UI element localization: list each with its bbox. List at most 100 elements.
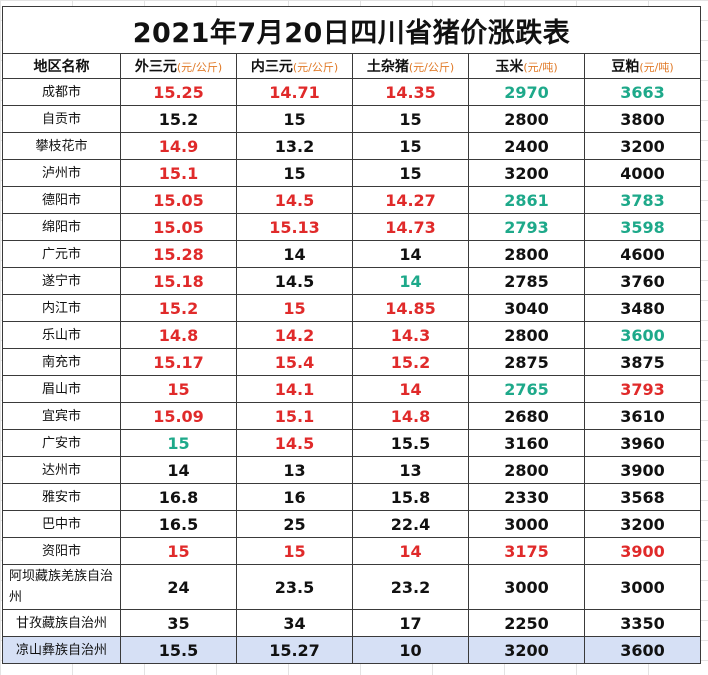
region-cell: 自贡市 bbox=[2, 105, 121, 133]
header-label: 地区名称 bbox=[33, 59, 90, 75]
soybean-meal-cell: 3000 bbox=[583, 564, 702, 610]
region-cell: 眉山市 bbox=[2, 375, 121, 403]
wai-san-yuan-cell: 14.9 bbox=[120, 132, 237, 160]
table-row: 宜宾市 15.09 15.1 14.8 2680 3610 bbox=[2, 402, 702, 430]
table-row: 绵阳市 15.05 15.13 14.73 2793 3598 bbox=[2, 213, 702, 241]
table-row: 乐山市 14.8 14.2 14.3 2800 3600 bbox=[2, 321, 702, 349]
header-label: 外三元 bbox=[134, 59, 177, 75]
soybean-meal-cell: 3600 bbox=[583, 636, 702, 664]
wai-san-yuan-cell: 15.05 bbox=[120, 213, 237, 241]
nei-san-yuan-cell: 14.2 bbox=[236, 321, 353, 349]
region-cell: 成都市 bbox=[2, 78, 121, 106]
nei-san-yuan-cell: 34 bbox=[236, 609, 353, 637]
tu-za-zhu-cell: 14.27 bbox=[352, 186, 469, 214]
region-cell: 遂宁市 bbox=[2, 267, 121, 295]
corn-cell: 2800 bbox=[468, 240, 585, 268]
soybean-meal-cell: 3875 bbox=[583, 348, 702, 376]
wai-san-yuan-cell: 16.8 bbox=[120, 483, 237, 511]
corn-cell: 3200 bbox=[468, 636, 585, 664]
soybean-meal-cell: 3760 bbox=[583, 267, 702, 295]
soybean-meal-cell: 3663 bbox=[583, 78, 702, 106]
soybean-meal-cell: 3568 bbox=[583, 483, 702, 511]
header-label: 土杂猪 bbox=[366, 59, 409, 75]
nei-san-yuan-cell: 14.5 bbox=[236, 186, 353, 214]
tu-za-zhu-cell: 14 bbox=[352, 375, 469, 403]
region-cell: 阿坝藏族羌族自治州 bbox=[2, 564, 121, 610]
wai-san-yuan-cell: 15.09 bbox=[120, 402, 237, 430]
corn-cell: 2861 bbox=[468, 186, 585, 214]
corn-cell: 3000 bbox=[468, 564, 585, 610]
nei-san-yuan-cell: 14 bbox=[236, 240, 353, 268]
region-cell: 南充市 bbox=[2, 348, 121, 376]
wai-san-yuan-cell: 15.1 bbox=[120, 159, 237, 187]
region-cell: 广元市 bbox=[2, 240, 121, 268]
tu-za-zhu-cell: 14.85 bbox=[352, 294, 469, 322]
table-row: 内江市 15.2 15 14.85 3040 3480 bbox=[2, 294, 702, 322]
wai-san-yuan-cell: 15.5 bbox=[120, 636, 237, 664]
wai-san-yuan-cell: 15.25 bbox=[120, 78, 237, 106]
table-row: 成都市 15.25 14.71 14.35 2970 3663 bbox=[2, 78, 702, 106]
nei-san-yuan-cell: 15 bbox=[236, 537, 353, 565]
tu-za-zhu-cell: 22.4 bbox=[352, 510, 469, 538]
header-region: 地区名称 bbox=[2, 53, 121, 79]
region-cell: 德阳市 bbox=[2, 186, 121, 214]
soybean-meal-cell: 3793 bbox=[583, 375, 702, 403]
tu-za-zhu-cell: 14.73 bbox=[352, 213, 469, 241]
region-cell: 乐山市 bbox=[2, 321, 121, 349]
table-title: 2021年7月20日四川省猪价涨跌表 bbox=[1, 6, 702, 54]
wai-san-yuan-cell: 35 bbox=[120, 609, 237, 637]
region-cell: 甘孜藏族自治州 bbox=[2, 609, 121, 637]
corn-cell: 2400 bbox=[468, 132, 585, 160]
region-cell: 泸州市 bbox=[2, 159, 121, 187]
table-row: 泸州市 15.1 15 15 3200 4000 bbox=[2, 159, 702, 187]
tu-za-zhu-cell: 23.2 bbox=[352, 564, 469, 610]
corn-cell: 2765 bbox=[468, 375, 585, 403]
nei-san-yuan-cell: 15.4 bbox=[236, 348, 353, 376]
header-nei-san-yuan: 内三元(元/公斤) bbox=[236, 53, 353, 79]
header-row: 地区名称 外三元(元/公斤) 内三元(元/公斤) 土杂猪(元/公斤) 玉米(元/… bbox=[2, 53, 702, 79]
soybean-meal-cell: 3960 bbox=[583, 429, 702, 457]
table-row: 广元市 15.28 14 14 2800 4600 bbox=[2, 240, 702, 268]
corn-cell: 3040 bbox=[468, 294, 585, 322]
wai-san-yuan-cell: 15 bbox=[120, 429, 237, 457]
nei-san-yuan-cell: 15.27 bbox=[236, 636, 353, 664]
tu-za-zhu-cell: 15.8 bbox=[352, 483, 469, 511]
region-cell: 内江市 bbox=[2, 294, 121, 322]
tu-za-zhu-cell: 13 bbox=[352, 456, 469, 484]
nei-san-yuan-cell: 13 bbox=[236, 456, 353, 484]
tu-za-zhu-cell: 14.8 bbox=[352, 402, 469, 430]
tu-za-zhu-cell: 15 bbox=[352, 105, 469, 133]
tu-za-zhu-cell: 14 bbox=[352, 240, 469, 268]
tu-za-zhu-cell: 15 bbox=[352, 132, 469, 160]
table-row: 南充市 15.17 15.4 15.2 2875 3875 bbox=[2, 348, 702, 376]
wai-san-yuan-cell: 15.2 bbox=[120, 294, 237, 322]
soybean-meal-cell: 3598 bbox=[583, 213, 702, 241]
wai-san-yuan-cell: 14.8 bbox=[120, 321, 237, 349]
header-unit: (元/公斤) bbox=[176, 61, 223, 74]
header-tu-za-zhu: 土杂猪(元/公斤) bbox=[352, 53, 469, 79]
header-label: 内三元 bbox=[250, 59, 293, 75]
table-row: 攀枝花市 14.9 13.2 15 2400 3200 bbox=[2, 132, 702, 160]
header-unit: (元/吨) bbox=[523, 61, 558, 74]
soybean-meal-cell: 3480 bbox=[583, 294, 702, 322]
nei-san-yuan-cell: 14.1 bbox=[236, 375, 353, 403]
soybean-meal-cell: 3783 bbox=[583, 186, 702, 214]
nei-san-yuan-cell: 23.5 bbox=[236, 564, 353, 610]
nei-san-yuan-cell: 13.2 bbox=[236, 132, 353, 160]
header-corn: 玉米(元/吨) bbox=[468, 53, 585, 79]
corn-cell: 2785 bbox=[468, 267, 585, 295]
region-cell: 攀枝花市 bbox=[2, 132, 121, 160]
tu-za-zhu-cell: 14.3 bbox=[352, 321, 469, 349]
table-row: 眉山市 15 14.1 14 2765 3793 bbox=[2, 375, 702, 403]
nei-san-yuan-cell: 16 bbox=[236, 483, 353, 511]
table-row: 阿坝藏族羌族自治州 24 23.5 23.2 3000 3000 bbox=[2, 564, 702, 610]
tu-za-zhu-cell: 10 bbox=[352, 636, 469, 664]
tu-za-zhu-cell: 15 bbox=[352, 159, 469, 187]
region-cell: 雅安市 bbox=[2, 483, 121, 511]
nei-san-yuan-cell: 15.13 bbox=[236, 213, 353, 241]
nei-san-yuan-cell: 15 bbox=[236, 105, 353, 133]
soybean-meal-cell: 3900 bbox=[583, 456, 702, 484]
tu-za-zhu-cell: 14 bbox=[352, 267, 469, 295]
nei-san-yuan-cell: 14.5 bbox=[236, 429, 353, 457]
